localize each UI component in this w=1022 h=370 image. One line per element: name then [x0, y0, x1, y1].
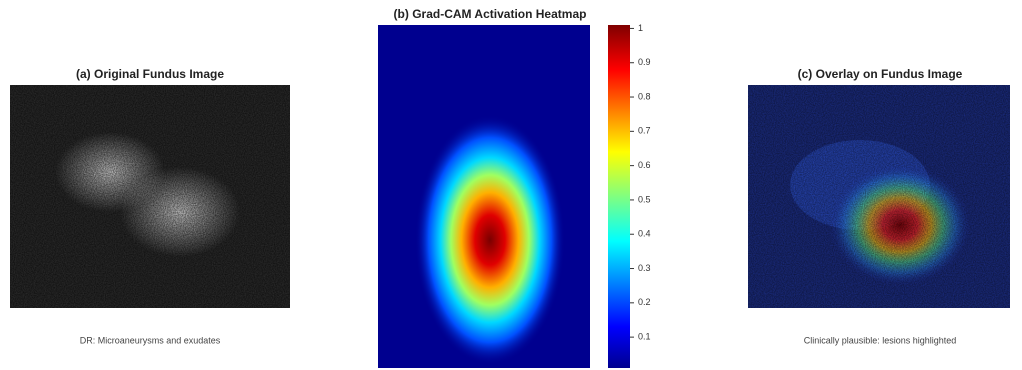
colorbar-tick-label: 0.1	[638, 332, 651, 342]
colorbar-tick-label: 0.3	[638, 263, 651, 273]
panel-caption: Clinically plausible: lesions highlighte…	[804, 335, 957, 345]
figure: (a) Original Fundus Image DR: Microaneur…	[0, 0, 1022, 370]
panel-caption: DR: Microaneurysms and exudates	[80, 335, 221, 345]
colorbar-tick-label: 0.2	[638, 297, 651, 307]
colorbar-tick-label: 0.5	[638, 194, 651, 204]
heatmap	[378, 25, 590, 368]
colorbar-tick-label: 0.7	[638, 126, 651, 136]
colorbar-tick-label: 1	[638, 23, 643, 33]
colorbar	[608, 25, 630, 368]
panel-title: (a) Original Fundus Image	[76, 67, 224, 81]
colorbar-tick-label: 0.8	[638, 91, 651, 101]
colorbar-tick-label: 0.4	[638, 229, 651, 239]
panel-title: (c) Overlay on Fundus Image	[798, 67, 963, 81]
colorbar-tick-label: 0.9	[638, 57, 651, 67]
overlay-image	[748, 85, 1010, 308]
panel-title: (b) Grad-CAM Activation Heatmap	[394, 7, 587, 21]
colorbar-tick-label: 0.6	[638, 160, 651, 170]
fundus-image	[10, 85, 290, 308]
